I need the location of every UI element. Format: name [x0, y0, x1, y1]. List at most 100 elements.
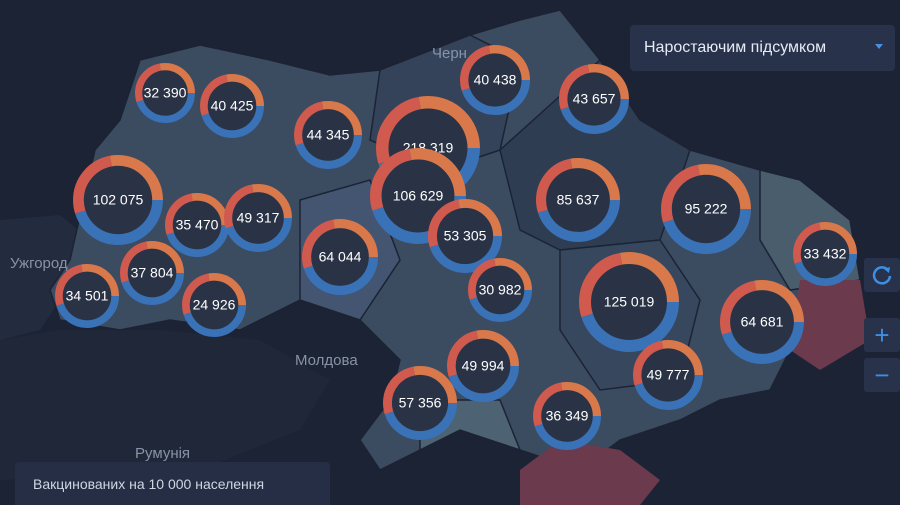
zoom-in-button[interactable]: + — [864, 318, 900, 352]
refresh-button[interactable] — [864, 258, 900, 292]
marker-center — [172, 200, 222, 250]
marker-center — [436, 207, 494, 265]
place-labels: Ужгород Молдова Румунія Черн — [10, 45, 467, 462]
marker-center — [232, 192, 284, 244]
marker-center — [83, 165, 153, 235]
marker-center — [311, 228, 369, 286]
ring-segment — [719, 280, 804, 365]
ring-segment — [181, 272, 246, 337]
marker: 40 425 — [199, 73, 264, 138]
ring-segment — [559, 63, 630, 134]
ring-segment — [301, 218, 378, 295]
ring-segment — [793, 221, 858, 286]
marker-value: 64 044 — [319, 249, 362, 265]
ring-segment — [199, 73, 264, 138]
region-shape — [520, 440, 660, 505]
ring-segment — [793, 221, 858, 286]
marker-center — [302, 109, 354, 161]
legend: Вакцинованих на 10 000 населення — [15, 462, 330, 505]
ring-segment — [119, 240, 184, 305]
marker-value: 44 345 — [307, 127, 350, 143]
marker-value: 24 926 — [193, 297, 236, 313]
marker: 57 356 — [383, 366, 458, 441]
region-shape — [0, 330, 330, 480]
dropdown-label: Наростаючим підсумком — [644, 39, 827, 56]
marker-center — [641, 348, 695, 402]
ring-segment — [383, 366, 458, 441]
marker-value: 49 317 — [237, 210, 280, 226]
marker-value: 49 994 — [462, 358, 505, 374]
ring-segment — [55, 263, 119, 328]
ring-segment — [559, 63, 630, 134]
ring-segment — [460, 45, 531, 115]
marker-center — [475, 265, 525, 315]
dropdown-arrow — [875, 44, 883, 49]
marker-value: 53 305 — [444, 228, 487, 244]
ring-segment — [447, 330, 520, 403]
ring-segment — [301, 218, 378, 295]
ring-segment — [73, 154, 163, 245]
marker-center — [127, 248, 177, 298]
marker-center — [455, 338, 511, 394]
ring-segment — [293, 101, 362, 170]
mode-dropdown[interactable]: Наростаючим підсумком — [630, 25, 895, 71]
marker-center — [800, 229, 850, 279]
marker-value: 32 390 — [144, 85, 187, 101]
zoom-out-button[interactable]: − — [864, 358, 900, 392]
neighbours — [0, 215, 330, 480]
ring-segment — [579, 252, 679, 352]
marker: 43 657 — [559, 63, 630, 134]
ring-segment — [633, 340, 704, 411]
marker: 95 222 — [661, 163, 752, 254]
ring-segment — [460, 45, 531, 115]
ring-segment — [199, 73, 264, 138]
marker-value: 35 470 — [176, 217, 219, 233]
place-label: Румунія — [135, 445, 190, 462]
marker: 37 804 — [119, 240, 184, 305]
marker: 53 305 — [428, 199, 503, 274]
ring-segment — [661, 163, 752, 254]
ring-segment — [467, 257, 532, 322]
ring-segment — [467, 257, 532, 322]
marker-value: 49 777 — [647, 367, 690, 383]
marker: 64 044 — [301, 218, 378, 295]
marker-value: 125 019 — [604, 294, 655, 310]
marker-value: 34 501 — [66, 288, 109, 304]
marker: 44 345 — [293, 101, 362, 170]
marker-value: 85 637 — [557, 192, 600, 208]
region-shape — [0, 215, 90, 340]
marker: 35 470 — [164, 192, 229, 257]
ring-segment — [370, 147, 467, 244]
marker-value: 36 349 — [546, 408, 589, 424]
marker: 64 681 — [719, 280, 804, 365]
marker: 30 982 — [467, 257, 532, 322]
marker-value: 43 657 — [573, 91, 616, 107]
ring-segment — [224, 184, 293, 253]
ring-segment — [135, 62, 196, 123]
marker-center — [62, 271, 112, 321]
ring-segment — [661, 163, 752, 254]
marker-value: 40 438 — [474, 72, 517, 88]
marker-center — [567, 72, 621, 126]
marker: 24 926 — [181, 272, 246, 337]
marker-center — [541, 390, 593, 442]
marker-center — [391, 374, 449, 432]
marker-value: 102 075 — [93, 192, 144, 208]
marker: 85 637 — [535, 158, 620, 243]
marker: 49 777 — [633, 340, 704, 411]
marker-value: 57 356 — [399, 395, 442, 411]
marker-center — [546, 168, 610, 232]
legend-title: Вакцинованих на 10 000 населення — [33, 475, 265, 492]
marker: 32 390 — [135, 62, 196, 123]
marker: 36 349 — [533, 381, 602, 450]
marker-value: 37 804 — [131, 265, 174, 281]
ring-segment — [428, 199, 503, 274]
marker-value: 95 222 — [685, 201, 728, 217]
ring-segment — [55, 263, 119, 328]
ring-segment — [579, 252, 679, 352]
ring-segment — [293, 101, 362, 170]
marker: 33 432 — [793, 221, 858, 286]
marker-value: 40 425 — [211, 98, 254, 114]
